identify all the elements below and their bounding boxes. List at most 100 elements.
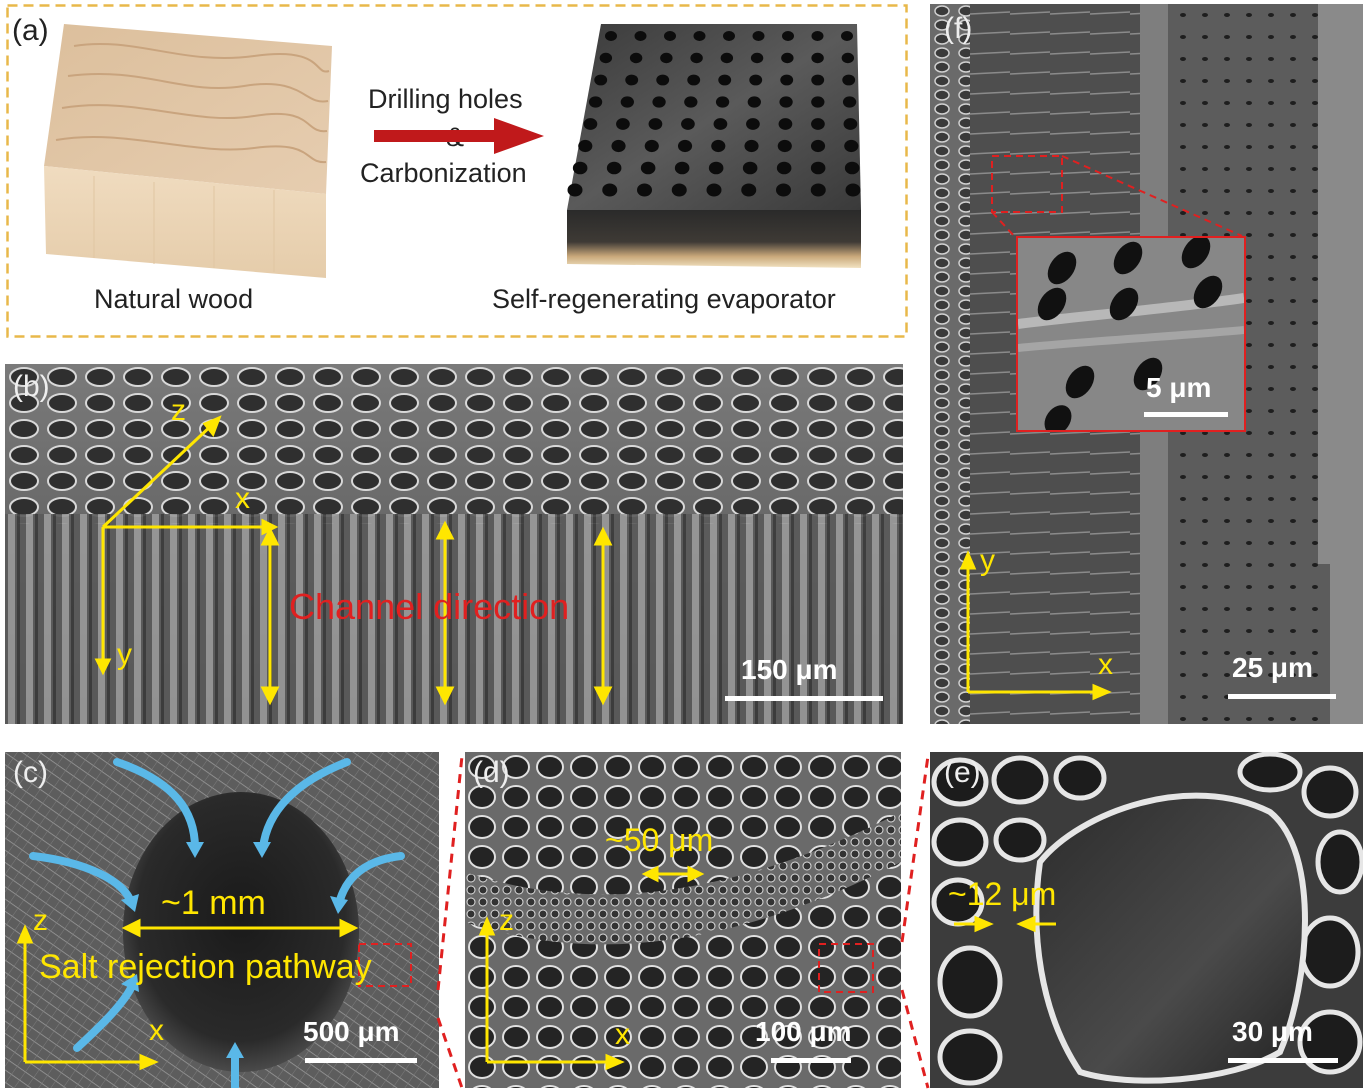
panel-b-channel-direction: Channel direction [289, 586, 570, 627]
evaporator-hole [720, 52, 734, 64]
panel-d-axis-x: x [615, 1018, 630, 1051]
panel-d-size: ~50 μm [605, 822, 714, 858]
evaporator-hole [841, 31, 853, 41]
evaporator-hole [677, 139, 693, 153]
evaporator-hole [681, 118, 695, 130]
evaporator-hole [656, 74, 670, 86]
evaporator-hole [810, 183, 826, 197]
evaporator-hole [781, 52, 794, 64]
panel-f-zoom-indicator [991, 155, 1243, 239]
panel-c-scale-bar [305, 1058, 417, 1063]
evaporator-hole [611, 139, 626, 153]
panel-f-scale-text: 25 μm [1232, 652, 1313, 683]
natural-wood-image [44, 24, 332, 278]
evaporator-hole [742, 161, 758, 175]
panel-b-axis-x: x [235, 482, 250, 515]
evaporator-hole [811, 52, 824, 64]
evaporator-hole [811, 31, 824, 41]
panel-b-texture [5, 364, 903, 724]
evaporator-hole [746, 118, 760, 130]
evaporator-hole [843, 118, 858, 130]
evaporator-hole [844, 139, 859, 153]
panel-a-frame [6, 4, 908, 338]
evaporator-hole [693, 31, 706, 41]
evaporator-hole [777, 139, 792, 153]
panel-d-axis-z: z [499, 904, 514, 937]
evaporator-hole [845, 183, 861, 197]
evaporator-hole [634, 31, 647, 41]
panel-b-label: (b) [13, 370, 50, 403]
panel-b-axis-z: z [171, 394, 186, 427]
evaporator-hole [567, 183, 583, 197]
evaporator-hole [841, 52, 855, 64]
evaporator-hole [811, 74, 825, 86]
panel-c-label: (c) [13, 756, 48, 789]
evaporator-hole [752, 31, 765, 41]
panel-f-axis-y: y [980, 544, 995, 577]
evaporator-hole [648, 118, 663, 130]
evaporator-hole [690, 52, 703, 64]
panel-d-scale-text: 100 μm [755, 1016, 852, 1047]
evaporator-image [567, 24, 861, 268]
evaporator-hole [811, 118, 825, 130]
evaporator-hole [776, 161, 792, 175]
panel-c-axis-x: x [149, 1014, 164, 1047]
evaporator-hole [723, 31, 735, 41]
evaporator-hole [599, 52, 613, 64]
panel-e-scale-bar [1228, 1058, 1338, 1063]
panel-f-scale-bar [1228, 694, 1336, 699]
panel-c-axis-z: z [33, 904, 48, 937]
panel-d-texture [465, 752, 901, 1088]
panel-f-inset-scale-bar [1144, 412, 1228, 417]
caption-natural-wood: Natural wood [94, 284, 254, 314]
evaporator-hole [811, 96, 825, 108]
evaporator-hole [779, 96, 793, 108]
panel-e-label: (e) [944, 756, 981, 789]
evaporator-hole [687, 74, 701, 86]
panel-f-label: (f) [944, 12, 973, 45]
panel-e-scale-text: 30 μm [1232, 1016, 1313, 1047]
panel-d-label: (d) [473, 756, 510, 789]
evaporator-hole [572, 161, 588, 175]
evaporator-hole [780, 74, 794, 86]
evaporator-hole [671, 183, 687, 197]
process-arrow [374, 118, 544, 154]
evaporator-hole [594, 74, 608, 86]
evaporator-hole [664, 31, 676, 41]
evaporator-hole [842, 74, 856, 86]
panel-b-scale-text: 150 μm [741, 654, 838, 685]
panel-c-scale-text: 500 μm [303, 1016, 400, 1047]
evaporator-hole [620, 96, 634, 108]
process-text-drilling: Drilling holes [368, 84, 523, 114]
evaporator-hole [578, 139, 593, 153]
evaporator-hole [744, 139, 759, 153]
evaporator-hole [606, 161, 622, 175]
evaporator-hole [583, 118, 598, 130]
process-text-carbonization: Carbonization [360, 158, 527, 188]
panel-d-sem-image: (d) ~50 μm z x 100 μm [465, 752, 901, 1088]
evaporator-hole [776, 183, 791, 197]
evaporator-hole [750, 52, 764, 64]
evaporator-hole [778, 118, 793, 130]
evaporator-hole [706, 183, 722, 197]
evaporator-hole [640, 161, 656, 175]
evaporator-hole [842, 96, 857, 108]
panel-f-inset-scale-text: 5 μm [1146, 372, 1212, 403]
panel-c-size: ~1 mm [161, 884, 266, 922]
panel-a: (a) Drilling holes & Carbonization [6, 4, 908, 338]
panel-c-texture [5, 752, 439, 1088]
evaporator-hole [715, 96, 730, 108]
evaporator-hole [625, 74, 639, 86]
evaporator-hole [660, 52, 673, 64]
panel-f-inset: 5 μm [1016, 236, 1246, 432]
panel-d-scale-bar [771, 1058, 851, 1063]
panel-a-label: (a) [12, 14, 49, 47]
evaporator-hole [713, 118, 728, 130]
connector-d-e [900, 755, 930, 1089]
evaporator-hole [684, 96, 698, 108]
evaporator-hole [588, 96, 603, 108]
evaporator-hole [844, 161, 860, 175]
evaporator-hole [616, 118, 630, 130]
evaporator-hole [782, 31, 794, 41]
panel-b-scale-bar [725, 696, 883, 701]
